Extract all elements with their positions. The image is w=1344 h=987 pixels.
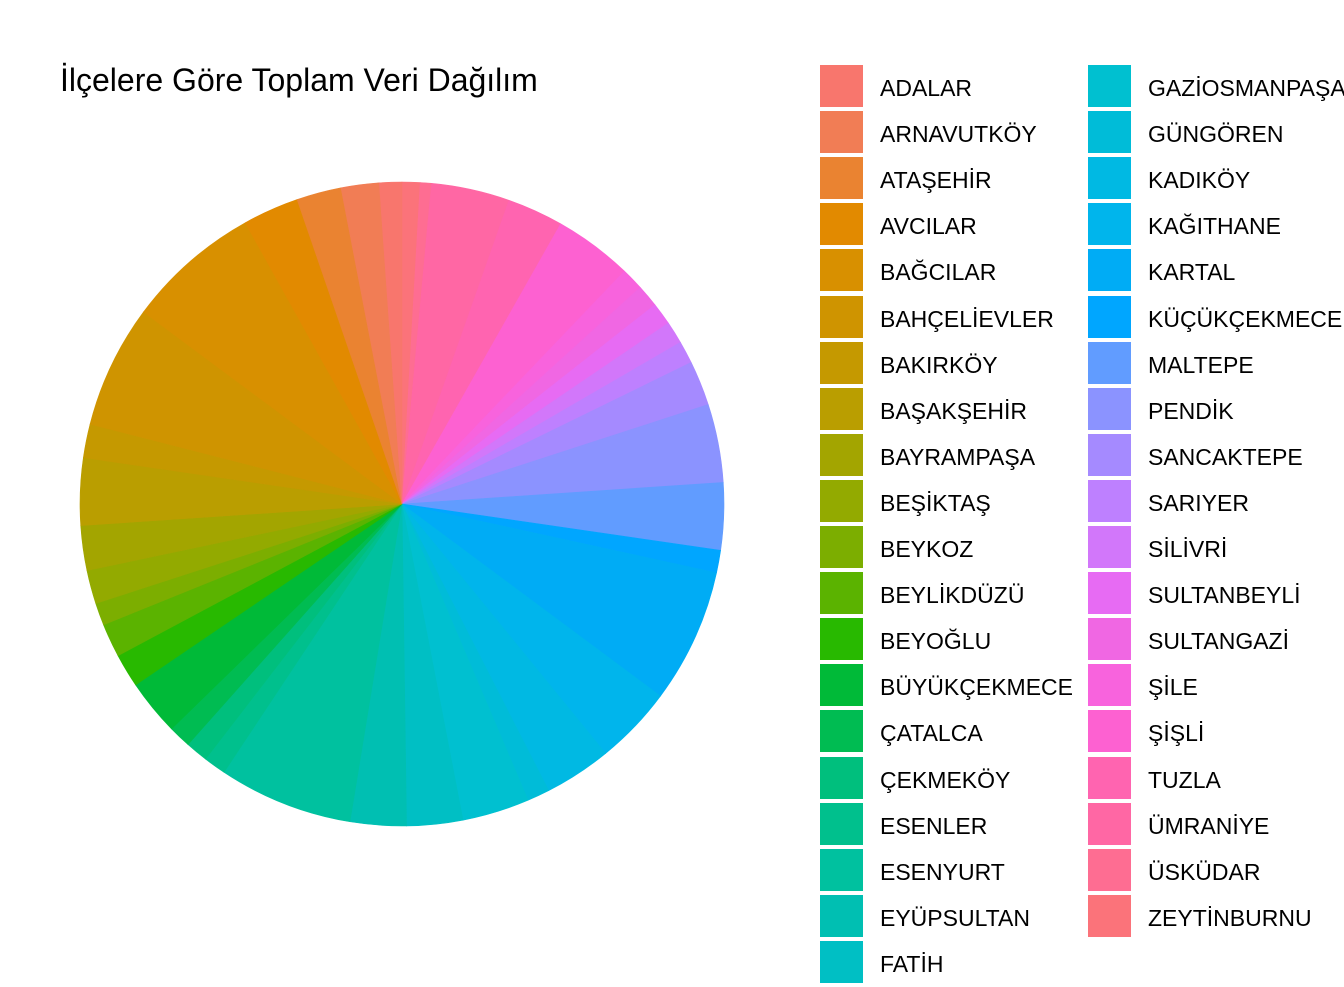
legend-label: BÜYÜKÇEKMECE bbox=[880, 674, 1073, 701]
legend-label: SULTANGAZİ bbox=[1148, 628, 1289, 655]
legend-swatch bbox=[1088, 387, 1131, 430]
legend-swatch bbox=[1088, 479, 1131, 522]
legend-swatch bbox=[1088, 848, 1131, 891]
legend-swatch bbox=[1088, 756, 1131, 799]
legend-label: ÜSKÜDAR bbox=[1148, 858, 1261, 885]
legend-label: ESENLER bbox=[880, 812, 988, 839]
legend-label: ESENYURT bbox=[880, 858, 1005, 885]
legend-label: BEYLİKDÜZÜ bbox=[880, 582, 1025, 609]
pie-slice-esenyurt bbox=[223, 503, 403, 823]
legend-label: ADALAR bbox=[880, 75, 973, 101]
legend-label: FATİH bbox=[880, 950, 944, 977]
legend-swatch bbox=[1088, 65, 1131, 107]
legend-swatch bbox=[1088, 618, 1131, 661]
legend-swatch bbox=[820, 526, 863, 568]
legend-swatch bbox=[1088, 157, 1131, 200]
legend-label: BAĞCILAR bbox=[880, 259, 997, 286]
legend-swatch bbox=[820, 756, 863, 799]
legend-swatch bbox=[1088, 894, 1131, 937]
legend-label: GÜNGÖREN bbox=[1148, 121, 1284, 148]
legend-label: KAĞITHANE bbox=[1148, 213, 1281, 240]
legend: ADALAR ARNAVUTKÖY ATAŞEHİR AVCILAR BAĞCILAR B… bbox=[820, 65, 1344, 983]
chart-title: İlçelere Göre Toplam Veri Dağılım bbox=[60, 62, 538, 98]
legend-swatch bbox=[820, 894, 863, 937]
legend-label: SARIYER bbox=[1148, 489, 1249, 516]
legend-label: ŞİŞLİ bbox=[1148, 720, 1205, 747]
legend-label: GAZİOSMANPAŞA bbox=[1148, 75, 1344, 101]
legend-swatch bbox=[820, 387, 863, 430]
pie-chart bbox=[79, 181, 725, 827]
legend-label: SULTANBEYLİ bbox=[1148, 582, 1301, 609]
legend-label: ÇEKMEKÖY bbox=[880, 766, 1011, 793]
legend-label: ZEYTİNBURNU bbox=[1148, 904, 1312, 931]
legend-swatch bbox=[820, 572, 863, 615]
legend-swatch bbox=[820, 618, 863, 661]
legend-swatch bbox=[1088, 572, 1131, 615]
legend-label: SİLİVRİ bbox=[1148, 536, 1228, 562]
legend-swatch bbox=[820, 111, 863, 154]
legend-label: BEYKOZ bbox=[880, 536, 974, 562]
legend-swatch bbox=[820, 157, 863, 200]
legend-swatch bbox=[1088, 249, 1131, 292]
legend-swatch bbox=[820, 295, 863, 338]
legend-label: ÜMRANİYE bbox=[1148, 812, 1270, 839]
legend-swatch bbox=[1088, 111, 1131, 154]
legend-label: MALTEPE bbox=[1148, 351, 1254, 378]
legend-swatch bbox=[820, 940, 863, 983]
legend-swatch bbox=[820, 802, 863, 845]
legend-label: AVCILAR bbox=[880, 213, 977, 240]
legend-label: ÇATALCA bbox=[880, 720, 983, 747]
pie-slice-adalar bbox=[378, 181, 403, 505]
legend-swatch bbox=[820, 341, 863, 384]
pie-slices bbox=[79, 181, 725, 827]
pie-slice-bağcilar bbox=[143, 222, 403, 505]
legend-label: TUZLA bbox=[1148, 766, 1221, 793]
legend-swatch bbox=[1088, 295, 1131, 338]
legend-label: ARNAVUTKÖY bbox=[880, 121, 1037, 148]
legend-swatch bbox=[820, 203, 863, 246]
legend-swatch bbox=[820, 65, 863, 107]
legend-label: EYÜPSULTAN bbox=[880, 904, 1030, 931]
legend-swatch bbox=[820, 479, 863, 522]
legend-label: PENDİK bbox=[1148, 397, 1234, 424]
legend-label: BAKIRKÖY bbox=[880, 351, 998, 378]
legend-label: BAHÇELİEVLER bbox=[880, 305, 1054, 332]
legend-swatch bbox=[1088, 433, 1131, 476]
legend-swatch bbox=[1088, 526, 1131, 568]
legend-label: KADIKÖY bbox=[1148, 167, 1251, 194]
legend-swatch bbox=[820, 433, 863, 476]
legend-label: BEŞİKTAŞ bbox=[880, 489, 991, 516]
legend-label: BAYRAMPAŞA bbox=[880, 443, 1036, 470]
legend-label: BAŞAKŞEHİR bbox=[880, 397, 1027, 424]
legend-label: KÜÇÜKÇEKMECE bbox=[1148, 305, 1343, 332]
legend-label: ŞİLE bbox=[1148, 674, 1198, 701]
legend-swatch bbox=[1088, 664, 1131, 707]
legend-label: KARTAL bbox=[1148, 259, 1236, 286]
pie-slice-kartal bbox=[401, 503, 717, 697]
pie-slice-bahçeli̇evler bbox=[89, 311, 403, 505]
legend-label: ATAŞEHİR bbox=[880, 167, 992, 194]
legend-swatch bbox=[1088, 341, 1131, 384]
legend-swatch bbox=[820, 848, 863, 891]
legend-swatch bbox=[820, 249, 863, 292]
legend-label: SANCAKTEPE bbox=[1148, 443, 1303, 470]
legend-swatch bbox=[1088, 802, 1131, 845]
legend-swatch bbox=[820, 710, 863, 753]
legend-swatch bbox=[820, 664, 863, 707]
legend-swatch bbox=[1088, 710, 1131, 753]
legend-swatch bbox=[1088, 203, 1131, 246]
legend-label: BEYOĞLU bbox=[880, 628, 992, 655]
